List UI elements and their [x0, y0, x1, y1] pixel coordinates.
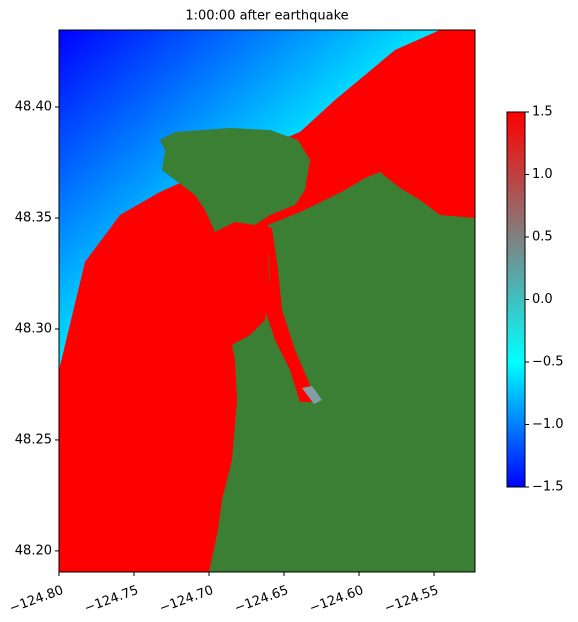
x-tick-label: −124.80 [7, 583, 65, 616]
island [160, 128, 310, 232]
colorbar-tick-label: 0.5 [532, 230, 553, 245]
wave-front [59, 30, 440, 370]
inlet [262, 225, 318, 402]
field-image [59, 30, 475, 572]
x-tick-label: −124.55 [382, 583, 440, 616]
colorbar [506, 111, 526, 488]
x-tick-label: −124.70 [157, 583, 215, 616]
x-tick-label: −124.75 [82, 583, 140, 616]
inlet-head [302, 386, 322, 404]
colorbar-tick-label: 1.0 [532, 167, 553, 182]
colorbar-tick-label: −1.0 [532, 417, 564, 432]
axes-frame [58, 29, 476, 573]
y-tick-label: 48.25 [15, 432, 52, 447]
y-tick-label: 48.30 [15, 321, 52, 336]
y-tick-label: 48.40 [15, 100, 52, 115]
x-tick-label: −124.65 [232, 583, 290, 616]
x-tick-label: −124.60 [307, 583, 365, 616]
y-tick-label: 48.20 [15, 543, 52, 558]
colorbar-tick-label: 0.0 [532, 292, 553, 307]
y-tick-label: 48.35 [15, 210, 52, 225]
colorbar-tick-label: −1.5 [532, 480, 564, 495]
chart-title: 1:00:00 after earthquake [185, 9, 348, 24]
colorbar-tick-label: 1.5 [532, 105, 553, 120]
colorbar-tick-label: −0.5 [532, 355, 564, 370]
